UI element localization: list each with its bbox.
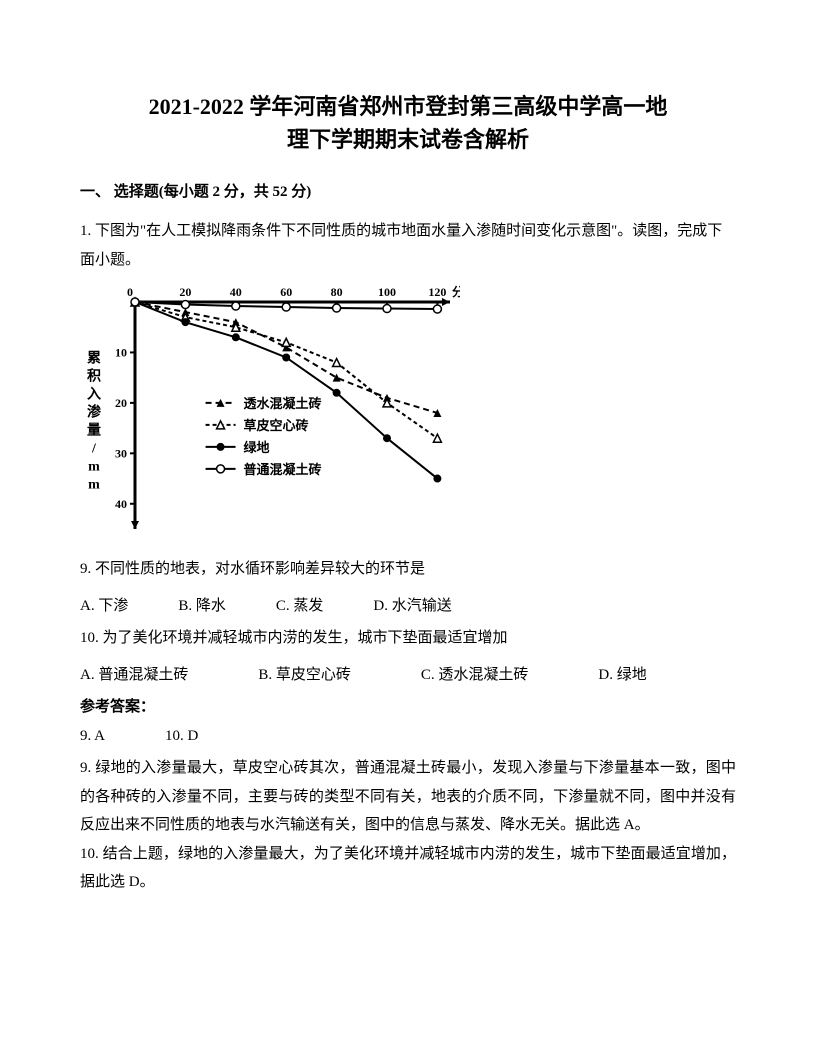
answer-9: 9. A [80,722,105,751]
q9-text: 9. 不同性质的地表，对水循环影响差异较大的环节是 [80,555,736,584]
q10-opt-d: D. 绿地 [598,661,646,690]
infiltration-chart: 0 20 40 60 80 100 120 分钟 10 20 30 40 累积入渗量 / mm 透水混凝土砖草… [80,284,460,539]
q10-opt-a: A. 普通混凝土砖 [80,661,188,690]
svg-text:量: 量 [87,423,101,439]
svg-text:40: 40 [115,497,127,511]
svg-text:120: 120 [428,285,446,299]
svg-text:0: 0 [127,285,133,299]
q9-opt-a: A. 下渗 [80,592,128,621]
svg-text:10: 10 [115,345,127,359]
svg-text:入: 入 [87,387,101,403]
explanation-9: 9. 绿地的入渗量最大，草皮空心砖其次，普通混凝土砖最小，发现入渗量与下渗量基本… [80,754,736,840]
q10-opt-c: C. 透水混凝土砖 [421,661,529,690]
q10-text: 10. 为了美化环境并减轻城市内涝的发生，城市下垫面最适宜增加 [80,624,736,653]
svg-text:草皮空心砖: 草皮空心砖 [244,418,309,433]
svg-text:m: m [88,478,100,493]
svg-text:100: 100 [378,285,396,299]
title-line1: 2021-2022 学年河南省郑州市登封第三高级中学高一地 [80,90,736,123]
question1-intro: 1. 下图为"在人工模拟降雨条件下不同性质的城市地面水量入渗随时间变化示意图"。… [80,217,736,274]
q9-options: A. 下渗 B. 降水 C. 蒸发 D. 水汽输送 [80,592,736,621]
svg-text:m: m [88,460,100,475]
q10-options: A. 普通混凝土砖 B. 草皮空心砖 C. 透水混凝土砖 D. 绿地 [80,661,736,690]
q9-opt-b: B. 降水 [178,592,226,621]
explanation-10: 10. 结合上题，绿地的入渗量最大，为了美化环境并减轻城市内涝的发生，城市下垫面… [80,840,736,897]
svg-text:60: 60 [280,285,292,299]
svg-text:积: 积 [87,368,101,385]
q9-opt-d: D. 水汽输送 [373,592,451,621]
svg-text:绿地: 绿地 [244,440,270,455]
answer-label: 参考答案： [80,693,736,722]
svg-text:20: 20 [179,285,191,299]
exam-title: 2021-2022 学年河南省郑州市登封第三高级中学高一地 理下学期期末试卷含解… [80,90,736,156]
svg-text:80: 80 [331,285,343,299]
q9-opt-c: C. 蒸发 [276,592,324,621]
svg-text:透水混凝土砖: 透水混凝土砖 [244,396,322,411]
svg-text:/: / [91,442,97,457]
title-line2: 理下学期期末试卷含解析 [80,123,736,156]
answer-10: 10. D [165,722,198,751]
svg-text:20: 20 [115,396,127,410]
section-header: 一、 选择题(每小题 2 分，共 52 分) [80,180,736,201]
svg-text:累: 累 [87,351,101,367]
svg-text:分钟: 分钟 [452,284,460,299]
svg-text:渗: 渗 [87,404,102,421]
answers-row: 9. A 10. D [80,722,736,751]
svg-text:普通混凝土砖: 普通混凝土砖 [244,462,322,477]
svg-text:40: 40 [230,285,242,299]
q10-opt-b: B. 草皮空心砖 [258,661,351,690]
svg-text:30: 30 [115,446,127,460]
